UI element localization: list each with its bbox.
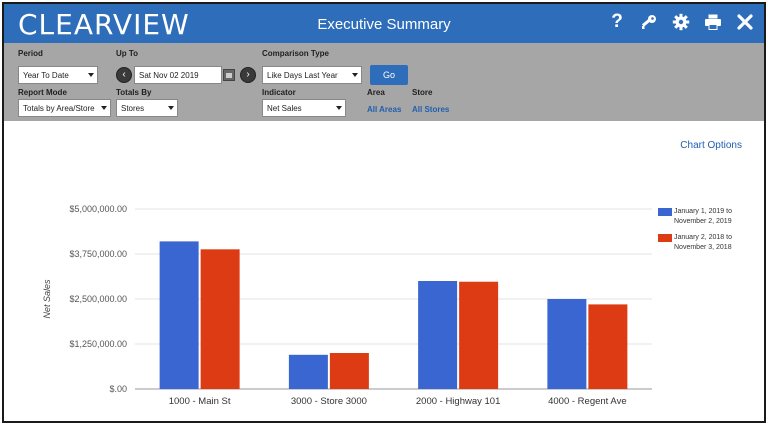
gear-icon[interactable] (670, 10, 692, 34)
legend-swatch (658, 234, 672, 242)
x-tick-label: 4000 - Regent Ave (548, 396, 627, 407)
y-tick-label: $1,250,000.00 (69, 339, 127, 349)
report-mode-label: Report Mode (18, 88, 67, 97)
x-tick-label: 1000 - Main St (169, 396, 231, 407)
previous-date-button[interactable]: ‹ (116, 67, 132, 83)
legend-label-line: November 3, 2018 (674, 244, 732, 251)
go-button[interactable]: Go (370, 65, 408, 85)
upto-label: Up To (116, 49, 139, 58)
app-header: CLEARVIEW Executive Summary ? (4, 4, 764, 43)
bar-1-2 (288, 354, 328, 389)
bar-2-2 (329, 353, 369, 389)
period-select[interactable]: Year To Date (18, 66, 98, 84)
bar-1-1 (159, 241, 199, 389)
legend-item: January 1, 2019 to November 2, 2019 (656, 207, 756, 227)
legend-label-line: January 2, 2018 to (674, 234, 732, 241)
chart-legend: January 1, 2019 to November 2, 2019 Januar… (656, 207, 756, 259)
chevron-down-icon (101, 106, 107, 110)
y-tick-label: $5,000,000.00 (69, 204, 127, 214)
filter-bar: Period Year To Date Up To ‹ Sat Nov 02 2… (4, 43, 764, 121)
totals-by-select[interactable]: Stores (116, 99, 178, 117)
comparison-type-label: Comparison Type (262, 49, 329, 58)
x-tick-label: 3000 - Store 3000 (291, 396, 367, 407)
calendar-icon[interactable] (223, 69, 235, 81)
bar-1-3 (418, 281, 458, 389)
legend-item: January 2, 2018 to November 3, 2018 (656, 233, 756, 253)
comparison-type-value: Like Days Last Year (267, 71, 338, 80)
upto-date-input[interactable]: Sat Nov 02 2019 (134, 66, 222, 84)
print-icon[interactable] (702, 10, 724, 34)
help-icon[interactable]: ? (611, 11, 623, 32)
store-label: Store (412, 88, 433, 97)
net-sales-bar-chart: $.00 $1,250,000.00 $2,500,000.00 $3,750,000… (42, 204, 652, 407)
store-link[interactable]: All Stores (412, 105, 450, 114)
y-axis-label: Net Sales (42, 279, 52, 319)
period-label: Period (18, 49, 43, 58)
close-icon[interactable] (734, 10, 756, 34)
area-label: Area (367, 88, 385, 97)
bar-2-4 (588, 304, 628, 389)
legend-label-line: November 2, 2019 (674, 218, 732, 225)
app-logo: CLEARVIEW (18, 8, 190, 41)
bar-2-3 (459, 281, 499, 389)
legend-swatch (658, 208, 672, 216)
chart-options-link[interactable]: Chart Options (680, 140, 742, 151)
y-tick-label: $2,500,000.00 (69, 294, 127, 304)
page-title: Executive Summary (317, 16, 451, 33)
legend-label-line: January 1, 2019 to (674, 208, 732, 215)
chevron-down-icon (88, 73, 94, 77)
area-link[interactable]: All Areas (367, 105, 402, 114)
indicator-select[interactable]: Net Sales (262, 99, 346, 117)
y-tick-label: $3,750,000.00 (69, 249, 127, 259)
bar-2-1 (200, 249, 240, 389)
key-icon[interactable] (638, 10, 660, 34)
chevron-down-icon (352, 73, 358, 77)
totals-by-label: Totals By (116, 88, 152, 97)
next-date-button[interactable]: › (240, 67, 256, 83)
indicator-value: Net Sales (267, 104, 302, 113)
header-toolbar: ? (606, 10, 756, 34)
report-mode-select[interactable]: Totals by Area/Store (18, 99, 111, 117)
y-tick-label: $.00 (109, 384, 127, 394)
totals-by-value: Stores (121, 104, 145, 113)
report-mode-value: Totals by Area/Store (23, 104, 95, 113)
comparison-type-select[interactable]: Like Days Last Year (262, 66, 362, 84)
period-select-value: Year To Date (23, 71, 69, 80)
chevron-down-icon (168, 106, 174, 110)
bar-1-4 (547, 299, 587, 389)
indicator-label: Indicator (262, 88, 296, 97)
upto-date-value: Sat Nov 02 2019 (139, 71, 199, 80)
chevron-down-icon (336, 106, 342, 110)
x-tick-label: 2000 - Highway 101 (416, 396, 501, 407)
